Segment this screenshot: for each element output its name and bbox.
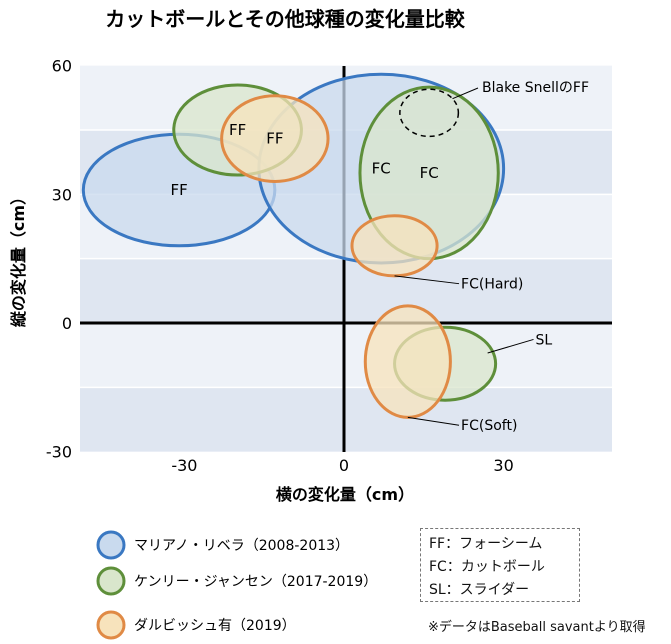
annotation-leader (487, 338, 534, 354)
background-bands (80, 65, 612, 452)
ellipse-label: FF (266, 130, 283, 148)
x-axis-label: 横の変化量（cm） (276, 485, 414, 504)
band-5 (80, 387, 612, 452)
legend-label-darvish: ダルビッシュ有（2019） (134, 618, 296, 634)
band-3 (80, 258, 612, 323)
abbrev-fc: FC：カットボール (429, 559, 545, 575)
legend-marker-jansen (96, 566, 126, 596)
ellipse-label: FF (229, 121, 246, 139)
annotation-leader (394, 275, 460, 285)
legend-marker-darvish (96, 610, 126, 640)
highlight-circle (399, 88, 460, 138)
y-tick-label: 60 (52, 57, 72, 76)
legend-label-jansen: ケンリー・ジャンセン（2017-2019） (134, 574, 377, 590)
annotations: Blake SnellのFF FC(Hard) SL FC(Soft) (394, 80, 589, 434)
x-tick-label: 30 (493, 456, 513, 475)
series-legend: マリアノ・リベラ（2008-2013） ケンリー・ジャンセン（2017-2019… (96, 530, 377, 640)
y-tick-label: 30 (52, 185, 72, 204)
ellipse-label: FC (420, 164, 439, 182)
ellipse-labels: FF FC FF FC FF (170, 121, 438, 199)
annotation-label: SL (536, 332, 553, 348)
ellipse-darvish-7 (363, 304, 452, 419)
highlight-label: Blake SnellのFF (482, 80, 589, 96)
x-tick-label: 0 (339, 456, 349, 475)
abbrev-sl: SL：スライダー (429, 582, 530, 598)
y-axis-label: 縦の変化量（cm） (9, 189, 28, 327)
ellipse-label: FF (170, 181, 187, 199)
tick-labels: -30 0 30 60 30 0 -30 (46, 57, 514, 475)
abbreviation-legend: FF：フォーシーム FC：カットボール SL：スライダー (420, 528, 580, 602)
highlight-leader (452, 87, 479, 100)
abbrev-ff: FF：フォーシーム (429, 536, 543, 552)
legend-marker-rivera (96, 530, 126, 560)
x-tick-label: -30 (171, 456, 197, 475)
y-tick-label: 0 (62, 314, 72, 333)
ellipses (81, 72, 506, 419)
ellipse-darvish-5 (220, 94, 330, 183)
ellipse-label: FC (372, 160, 391, 178)
y-tick-label: -30 (46, 443, 72, 462)
annotation-label: FC(Hard) (461, 277, 523, 293)
legend-label-rivera: マリアノ・リベラ（2008-2013） (134, 538, 349, 554)
annotation-leader (407, 416, 460, 426)
chart-title: カットボールとその他球種の変化量比較 (105, 7, 465, 31)
source-footnote: ※データはBaseball savantより取得 (428, 620, 646, 635)
ellipse-darvish-6 (350, 214, 439, 278)
annotation-label: FC(Soft) (461, 418, 517, 434)
band-4 (80, 323, 612, 388)
